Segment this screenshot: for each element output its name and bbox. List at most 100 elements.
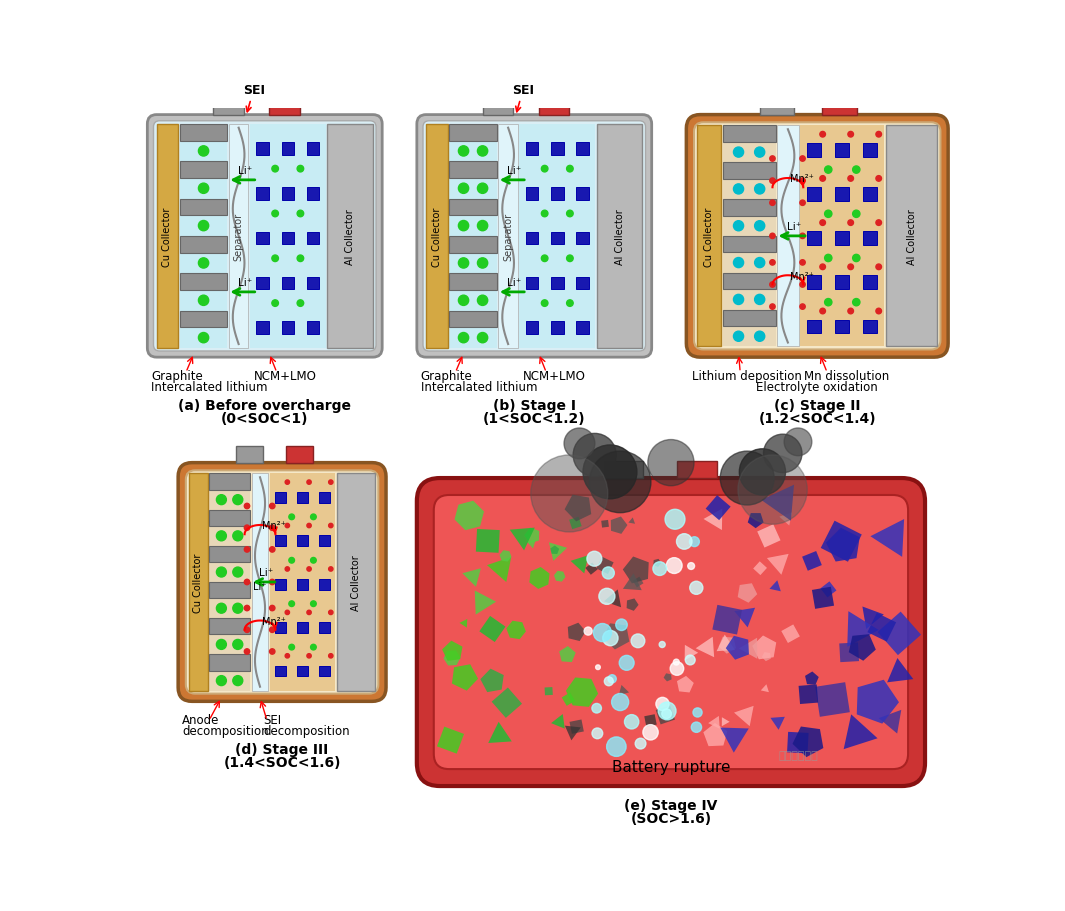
Circle shape [216, 676, 227, 686]
Circle shape [603, 630, 618, 646]
Circle shape [541, 301, 547, 307]
Circle shape [285, 568, 290, 571]
Circle shape [458, 259, 469, 269]
Circle shape [269, 526, 275, 531]
Bar [449, 237, 497, 253]
Circle shape [800, 304, 805, 310]
Circle shape [593, 624, 611, 642]
Bar [539, 98, 570, 116]
Text: Battery rupture: Battery rupture [611, 760, 731, 774]
FancyBboxPatch shape [423, 122, 645, 352]
Bar [723, 127, 775, 143]
Circle shape [820, 220, 825, 226]
Text: Al Collector: Al Collector [615, 209, 624, 264]
FancyBboxPatch shape [694, 123, 940, 350]
Circle shape [233, 676, 243, 686]
Text: Li⁺: Li⁺ [237, 166, 252, 176]
Bar [337, 474, 375, 691]
Text: (b) Stage I: (b) Stage I [493, 398, 576, 413]
Circle shape [244, 579, 249, 585]
Circle shape [658, 702, 676, 720]
Text: NCM+LMO: NCM+LMO [253, 369, 316, 383]
Circle shape [244, 606, 249, 611]
Circle shape [755, 258, 765, 269]
Circle shape [233, 640, 243, 650]
Circle shape [289, 515, 295, 520]
Circle shape [269, 504, 275, 509]
Bar [449, 200, 497, 216]
Circle shape [269, 606, 275, 611]
Text: Li⁺: Li⁺ [237, 278, 252, 288]
Circle shape [244, 548, 249, 552]
Circle shape [567, 211, 573, 218]
Circle shape [198, 184, 209, 194]
Circle shape [676, 534, 692, 549]
Circle shape [619, 656, 634, 670]
Circle shape [604, 677, 613, 686]
Circle shape [530, 456, 608, 532]
Circle shape [233, 568, 243, 578]
Circle shape [800, 157, 805, 162]
Bar [723, 200, 775, 217]
Circle shape [477, 296, 488, 306]
Circle shape [583, 445, 637, 499]
Circle shape [693, 708, 702, 717]
Bar [449, 162, 497, 179]
Circle shape [567, 166, 573, 173]
Bar [482, 98, 513, 116]
Circle shape [734, 185, 743, 195]
Circle shape [233, 604, 243, 613]
Text: Graphite: Graphite [421, 369, 473, 383]
Circle shape [770, 200, 775, 206]
Circle shape [602, 568, 615, 579]
Circle shape [269, 628, 275, 633]
Circle shape [329, 524, 333, 528]
Circle shape [216, 568, 227, 578]
Text: NCM+LMO: NCM+LMO [523, 369, 586, 383]
Circle shape [307, 568, 311, 571]
Bar [822, 98, 856, 116]
Circle shape [297, 256, 304, 262]
Circle shape [297, 211, 304, 218]
Circle shape [244, 628, 249, 633]
Text: (1.2<SOC<1.4): (1.2<SOC<1.4) [758, 412, 876, 425]
Circle shape [800, 179, 805, 184]
Circle shape [608, 675, 617, 683]
Bar [213, 98, 244, 116]
Circle shape [244, 649, 249, 654]
Circle shape [269, 579, 275, 585]
Text: Graphite: Graphite [151, 369, 203, 383]
Circle shape [824, 167, 832, 174]
Bar [189, 474, 208, 691]
Text: Intercalated lithium: Intercalated lithium [421, 381, 537, 394]
Bar [604, 462, 643, 478]
Text: SEI: SEI [263, 713, 281, 726]
Circle shape [820, 309, 825, 314]
Circle shape [800, 261, 805, 266]
Circle shape [289, 645, 295, 650]
Circle shape [592, 703, 602, 713]
Bar [723, 311, 775, 327]
Circle shape [734, 221, 743, 231]
Text: Cu Collector: Cu Collector [432, 207, 442, 266]
Bar [269, 98, 300, 116]
Circle shape [198, 147, 209, 157]
Circle shape [659, 641, 666, 648]
Circle shape [820, 177, 825, 182]
Circle shape [458, 296, 469, 306]
Circle shape [477, 333, 488, 343]
Circle shape [272, 256, 278, 262]
Circle shape [853, 299, 859, 306]
Text: Al Collector: Al Collector [906, 209, 917, 264]
Bar [449, 274, 497, 291]
Text: (SOC>1.6): (SOC>1.6) [630, 811, 711, 824]
Circle shape [853, 167, 859, 174]
Circle shape [285, 654, 290, 659]
Circle shape [269, 649, 275, 654]
FancyBboxPatch shape [686, 116, 948, 358]
Circle shape [272, 301, 278, 307]
Bar [209, 474, 250, 490]
Circle shape [244, 504, 249, 509]
Circle shape [592, 728, 603, 739]
Circle shape [770, 282, 775, 288]
